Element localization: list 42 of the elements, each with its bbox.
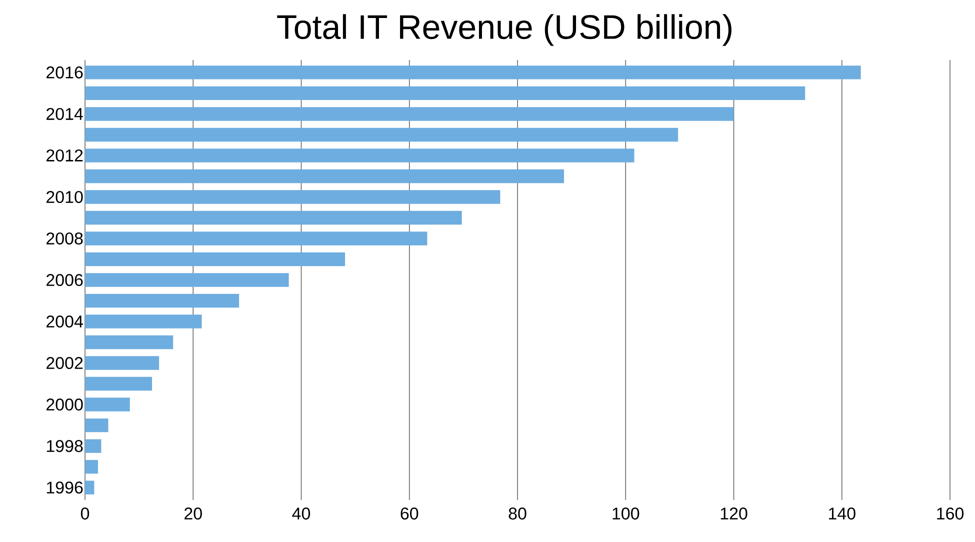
x-tick-label: 120 <box>720 508 748 520</box>
bar <box>85 210 462 225</box>
y-tick-label: 1996 <box>46 482 83 494</box>
bar <box>85 356 160 370</box>
x-tick-label: 20 <box>184 508 202 520</box>
x-tick-label: 100 <box>612 508 640 520</box>
y-tick-label: 2010 <box>46 190 83 204</box>
bar <box>85 190 500 204</box>
x-tick-label: 0 <box>80 508 90 520</box>
y-tick-label: 2002 <box>46 357 83 370</box>
y-tick-label: 2008 <box>46 232 83 245</box>
bar <box>85 107 734 121</box>
x-tick-label: 160 <box>937 508 964 520</box>
bar <box>85 418 108 432</box>
y-tick-label: 2016 <box>46 66 83 78</box>
chart-title: Total IT Revenue (USD billion) <box>277 14 732 46</box>
x-tick-label: 60 <box>400 508 418 520</box>
bar <box>85 439 102 453</box>
y-tick-label: 2014 <box>46 108 83 120</box>
y-tick-label: 1998 <box>46 440 83 452</box>
bar <box>85 273 289 287</box>
bar <box>85 169 564 184</box>
bar <box>85 335 174 350</box>
bar <box>85 232 428 246</box>
bar <box>85 66 861 80</box>
bar <box>85 314 202 328</box>
y-tick-label: 2012 <box>46 149 83 162</box>
bar <box>85 398 130 412</box>
bar <box>85 480 94 494</box>
bar <box>85 86 806 100</box>
y-tick-label: 2004 <box>46 315 83 328</box>
bar <box>85 376 152 391</box>
bar <box>85 148 634 162</box>
bar <box>85 252 346 266</box>
bar <box>85 460 98 474</box>
bar <box>85 294 240 308</box>
x-tick-label: 40 <box>292 508 310 520</box>
y-tick-label: 2006 <box>46 274 83 286</box>
x-tick-label: 140 <box>829 508 856 520</box>
y-tick-label: 2000 <box>46 398 83 411</box>
bar <box>85 128 678 142</box>
x-tick-label: 80 <box>508 508 526 520</box>
